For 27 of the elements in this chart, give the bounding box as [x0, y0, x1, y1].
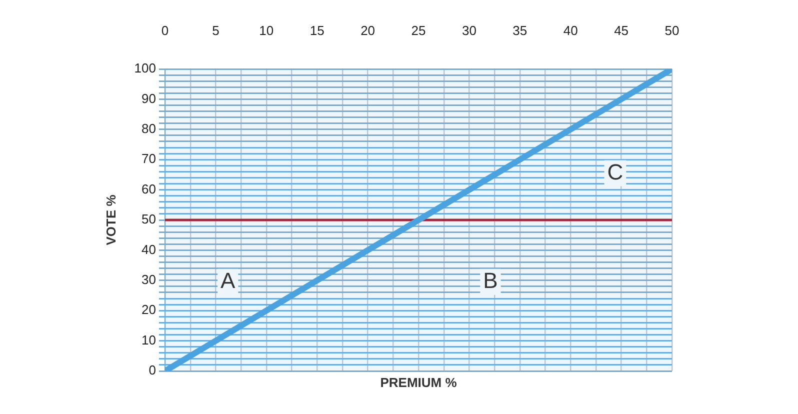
y-tick-label: 90 — [142, 90, 156, 106]
x-tick-label: 50 — [664, 22, 680, 38]
x-tick-label: 20 — [360, 22, 376, 38]
y-tick-label: 50 — [142, 212, 156, 227]
annotation: A — [220, 268, 236, 293]
annotation: B — [483, 268, 498, 293]
y-axis-title: VOTE % — [103, 194, 118, 246]
x-tick-label: 5 — [212, 22, 220, 38]
y-tick-label: 100 — [134, 60, 156, 76]
y-tick-label: 10 — [142, 332, 156, 348]
x-axis-title: PREMIUM % — [379, 375, 458, 390]
x-tick-label: 10 — [259, 22, 274, 38]
x-tick-label: 25 — [411, 22, 426, 38]
y-tick-label: 30 — [142, 272, 156, 287]
y-tick-label: 80 — [142, 120, 156, 136]
x-tick-label: 15 — [310, 22, 324, 38]
x-tick-label: 35 — [512, 22, 528, 38]
y-tick-label: 0 — [148, 362, 156, 378]
y-tick-label: 60 — [142, 181, 156, 196]
annotation: C — [607, 159, 624, 184]
y-tick-label: 70 — [142, 151, 156, 166]
x-tick-label: 30 — [462, 22, 476, 38]
x-tick-label: 0 — [161, 22, 169, 38]
x-tick-label: 40 — [563, 22, 578, 38]
y-tick-label: 40 — [142, 242, 156, 257]
x-tick-label: 45 — [614, 22, 629, 38]
y-tick-label: 20 — [142, 302, 156, 318]
